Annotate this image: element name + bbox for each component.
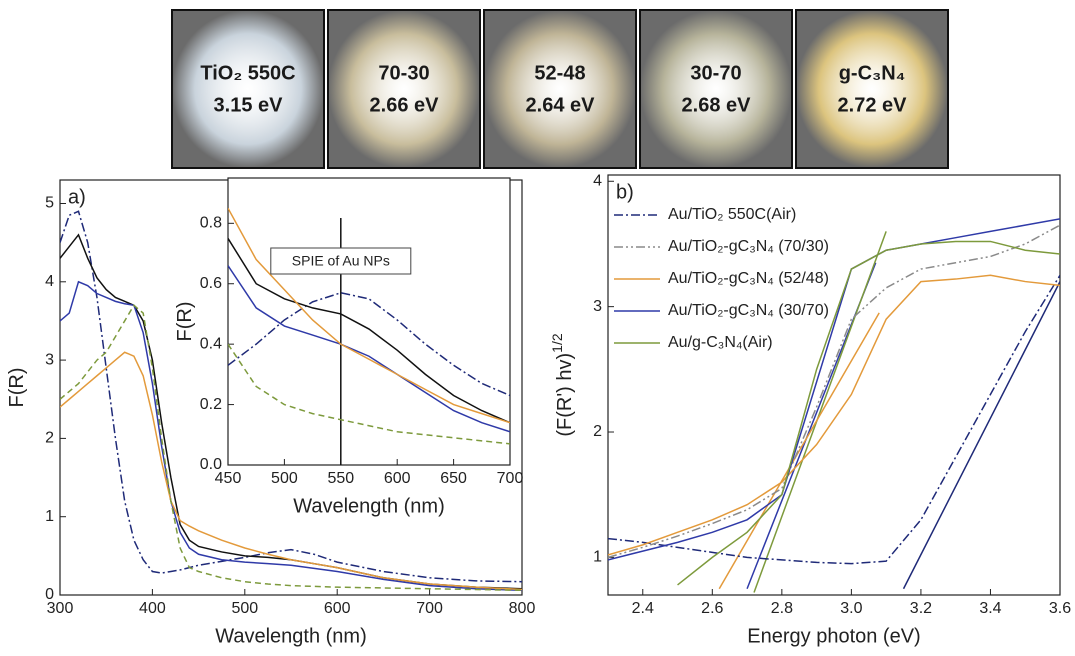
series-line: [608, 274, 1060, 565]
x-tick-label: 300: [47, 600, 74, 617]
y-tick-label: 2: [593, 423, 602, 440]
panel-label: a): [68, 186, 86, 208]
x-tick-label: 400: [139, 600, 166, 617]
x-tick-label: 2.8: [771, 600, 793, 617]
fit-line: [718, 312, 880, 590]
photo: [795, 9, 949, 169]
series-line: [228, 265, 510, 433]
photo: [483, 9, 637, 169]
x-tick-label: 2.4: [632, 600, 654, 617]
series-line: [608, 224, 1060, 559]
x-tick-label: 650: [440, 470, 467, 487]
plot-area: [228, 207, 510, 465]
x-axis-label: Energy photon (eV): [747, 625, 920, 647]
y-tick-label: 0.8: [200, 215, 222, 232]
x-tick-label: 550: [327, 470, 354, 487]
fit-line: [902, 281, 1060, 590]
y-axis-label: F(R): [6, 368, 28, 408]
photo-label: 70-30: [378, 62, 429, 84]
legend-label: Au/TiO₂ 550C(Air): [668, 206, 796, 223]
x-tick-label: 3.2: [910, 600, 932, 617]
x-tick-label: 800: [509, 600, 536, 617]
y-tick-label: 0.6: [200, 275, 222, 292]
legend-label: Au/g-C₃N₄(Air): [668, 334, 773, 351]
photo-label: g-C₃N₄: [839, 62, 906, 84]
y-axis-label: (F(R') hv)1/2: [549, 333, 577, 436]
x-tick-label: 3.6: [1049, 600, 1071, 617]
plot-frame: [227, 177, 511, 466]
y-tick-label: 4: [593, 172, 602, 189]
x-tick-label: 500: [231, 600, 258, 617]
x-tick-label: 500: [271, 470, 298, 487]
series-line: [60, 210, 522, 583]
y-tick-label: 5: [45, 195, 54, 212]
x-tick-label: 600: [384, 470, 411, 487]
series-line: [677, 240, 1060, 586]
y-axis-label-sup: 1/2: [549, 333, 565, 353]
y-tick-label: 3: [593, 298, 602, 315]
series-line: [60, 280, 522, 592]
y-tick-label: 2: [45, 430, 54, 447]
y-axis-label-text: F(R): [6, 368, 28, 408]
y-tick-label: 4: [45, 273, 54, 290]
y-tick-label: 1: [45, 508, 54, 525]
photo-band-gap: 2.72 eV: [838, 94, 908, 116]
series-line: [228, 343, 510, 445]
photo: [639, 9, 793, 169]
annotation: SPIE of Au NPs: [292, 253, 390, 269]
annotation-box: [270, 247, 412, 275]
x-tick-label: 700: [416, 600, 443, 617]
series-line: [228, 207, 510, 424]
plot-frame: [607, 174, 1061, 596]
panel-label: b): [616, 181, 634, 203]
y-axis-label-text: F(R): [174, 302, 196, 342]
y-tick-label: 0.2: [200, 396, 222, 413]
plot-area: [608, 218, 1060, 593]
photo: [171, 9, 325, 169]
x-axis-label: Wavelength (nm): [293, 495, 445, 517]
x-tick-label: 3.4: [979, 600, 1001, 617]
x-tick-label: 600: [324, 600, 351, 617]
y-tick-label: 3: [45, 351, 54, 368]
legend-label: Au/TiO₂-gC₃N₄ (30/70): [668, 302, 829, 319]
series-line: [608, 218, 1060, 561]
x-tick-label: 700: [497, 470, 524, 487]
y-tick-label: 0: [45, 586, 54, 603]
y-axis-label-text: (F(R') hv): [554, 353, 576, 437]
x-tick-label: 2.6: [701, 600, 723, 617]
x-tick-label: 3.0: [840, 600, 862, 617]
plot-area: [60, 210, 522, 592]
series-line: [228, 238, 510, 424]
legend-label: Au/TiO₂-gC₃N₄ (52/48): [668, 270, 829, 287]
photo-band-gap: 2.66 eV: [370, 94, 440, 116]
y-tick-label: 1: [593, 549, 602, 566]
y-axis-label: F(R): [174, 302, 196, 342]
photo-label: 30-70: [690, 62, 741, 84]
photo: [327, 9, 481, 169]
y-tick-label: 0.4: [200, 335, 222, 352]
photo-band-gap: 2.68 eV: [682, 94, 752, 116]
x-axis-label: Wavelength (nm): [215, 625, 367, 647]
photo-band-gap: 3.15 eV: [214, 94, 284, 116]
series-line: [608, 274, 1060, 556]
legend-label: Au/TiO₂-gC₃N₄ (70/30): [668, 238, 829, 255]
y-tick-label: 0.0: [200, 456, 222, 473]
photo-label: TiO₂ 550C: [200, 62, 295, 84]
x-tick-label: 450: [215, 470, 242, 487]
photo-label: 52-48: [534, 62, 585, 84]
photo-band-gap: 2.64 eV: [526, 94, 596, 116]
series-line: [60, 351, 522, 591]
fit-line: [753, 231, 887, 593]
